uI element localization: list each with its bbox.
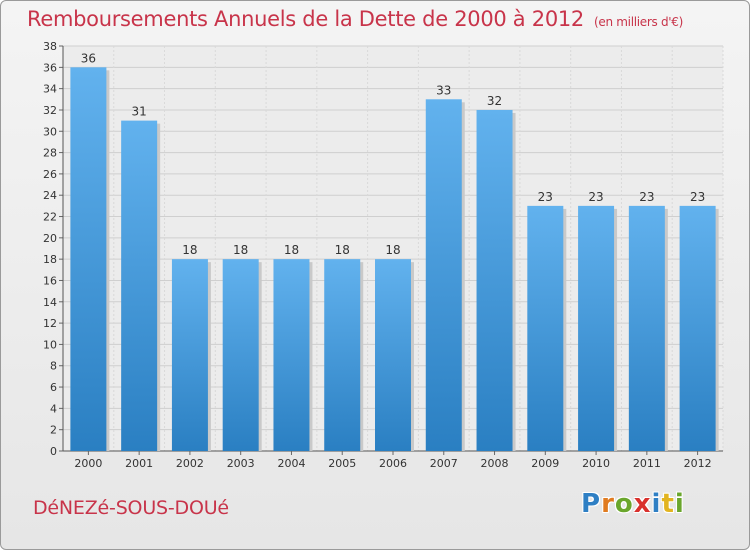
y-tick-label: 14	[43, 296, 57, 309]
x-tick-label: 2005	[328, 457, 356, 470]
logo-letter: t	[661, 489, 675, 519]
x-tick-label: 2007	[430, 457, 458, 470]
bar-value-label: 18	[182, 243, 197, 257]
chart-title: Remboursements Annuels de la Dette de 20…	[27, 7, 684, 31]
y-tick-label: 4	[50, 402, 57, 415]
y-tick-label: 18	[43, 253, 57, 266]
y-tick-label: 28	[43, 147, 57, 160]
logo-letter: r	[601, 489, 615, 519]
y-tick-label: 36	[43, 61, 57, 74]
bar	[679, 205, 716, 451]
x-tick-label: 2006	[379, 457, 407, 470]
y-tick-label: 38	[43, 40, 57, 53]
bar	[273, 259, 310, 451]
x-tick-label: 2002	[176, 457, 204, 470]
bar-value-label: 18	[233, 243, 248, 257]
x-tick-label: 2003	[227, 457, 255, 470]
x-tick-label: 2000	[74, 457, 102, 470]
bar-value-label: 18	[335, 243, 350, 257]
y-tick-label: 2	[50, 424, 57, 437]
y-tick-label: 34	[43, 83, 57, 96]
commune-name: DéNEZé-SOUS-DOUé	[33, 497, 229, 519]
logo-letter: P	[581, 489, 602, 519]
x-tick-label: 2009	[531, 457, 559, 470]
x-tick-label: 2010	[582, 457, 610, 470]
logo-letter: x	[633, 489, 652, 519]
bar-value-label: 31	[132, 105, 147, 119]
bar	[222, 259, 259, 451]
bar-value-label: 32	[487, 94, 502, 108]
bar	[70, 67, 107, 451]
bar-value-label: 23	[588, 190, 603, 204]
bar-value-label: 23	[690, 190, 705, 204]
bar-value-label: 18	[385, 243, 400, 257]
logo-letter: i	[674, 489, 685, 519]
x-tick-label: 2004	[277, 457, 305, 470]
x-tick-label: 2001	[125, 457, 153, 470]
y-tick-label: 12	[43, 317, 57, 330]
y-tick-label: 20	[43, 232, 57, 245]
bar-value-label: 36	[81, 51, 96, 65]
bar	[425, 99, 462, 451]
y-tick-label: 10	[43, 338, 57, 351]
bar	[628, 205, 665, 451]
bar	[121, 120, 158, 452]
bar-value-label: 33	[436, 83, 451, 97]
y-tick-label: 0	[50, 445, 57, 458]
y-tick-label: 26	[43, 168, 57, 181]
bar-value-label: 18	[284, 243, 299, 257]
y-tick-label: 32	[43, 104, 57, 117]
y-tick-label: 6	[50, 381, 57, 394]
y-tick-label: 8	[50, 360, 57, 373]
bar	[527, 205, 564, 451]
y-tick-label: 30	[43, 125, 57, 138]
logo-letter: i	[651, 489, 662, 519]
y-tick-label: 16	[43, 274, 57, 287]
x-tick-label: 2012	[684, 457, 712, 470]
bar	[578, 205, 615, 451]
bar-value-label: 23	[639, 190, 654, 204]
logo-letter: o	[614, 489, 634, 519]
y-tick-label: 24	[43, 189, 57, 202]
bar	[375, 259, 411, 451]
y-tick-label: 22	[43, 211, 57, 224]
x-tick-label: 2011	[633, 457, 661, 470]
bar	[171, 259, 208, 451]
proxiti-logo[interactable]: Proxiti	[581, 489, 685, 519]
x-tick-label: 2008	[481, 457, 509, 470]
bar	[324, 259, 361, 451]
bar-value-label: 23	[538, 190, 553, 204]
unit-label: (en milliers d'€)	[594, 15, 684, 29]
bar	[476, 109, 513, 452]
